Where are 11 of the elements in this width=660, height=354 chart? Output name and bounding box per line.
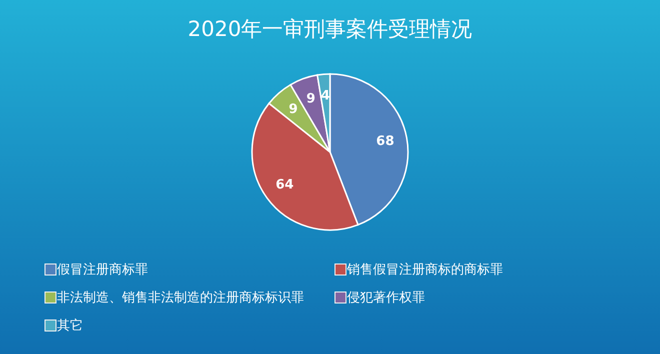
legend-label: 假冒注册商标罪 <box>57 262 148 278</box>
chart-title: 2020年一审刑事案件受理情况 <box>188 17 472 41</box>
legend-label: 侵犯著作权罪 <box>347 290 425 306</box>
data-label: 9 <box>288 102 298 118</box>
legend-label: 销售假冒注册商标的商标罪 <box>346 262 503 278</box>
data-label: 64 <box>276 178 294 193</box>
data-label: 9 <box>306 92 316 107</box>
legend-label: 非法制造、销售非法制造的注册商标标识罪 <box>57 290 304 306</box>
legend-label: 其它 <box>57 318 83 334</box>
data-label: 68 <box>376 134 394 150</box>
data-label: 4 <box>320 88 330 104</box>
